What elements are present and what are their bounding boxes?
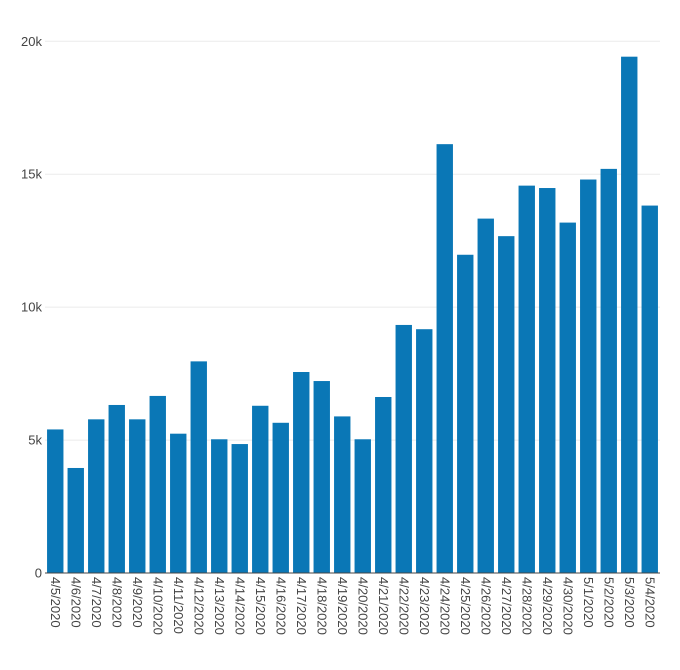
bar[interactable] xyxy=(252,405,269,573)
bar[interactable] xyxy=(170,433,187,573)
bar[interactable] xyxy=(559,222,576,573)
x-tick-label: 4/14/2020 xyxy=(232,577,247,635)
x-tick-label: 4/25/2020 xyxy=(458,577,473,635)
bar[interactable] xyxy=(47,429,64,573)
x-tick-label: 4/13/2020 xyxy=(212,577,227,635)
x-tick-label: 4/5/2020 xyxy=(48,577,63,628)
x-tick-label: 4/10/2020 xyxy=(150,577,165,635)
y-tick-label: 20k xyxy=(21,34,42,49)
x-tick-label: 5/4/2020 xyxy=(642,577,657,628)
x-tick-label: 4/30/2020 xyxy=(560,577,575,635)
bar[interactable] xyxy=(641,205,658,573)
bar[interactable] xyxy=(88,419,105,573)
bar[interactable] xyxy=(395,324,412,573)
x-tick-label: 4/7/2020 xyxy=(89,577,104,628)
bar[interactable] xyxy=(621,56,638,573)
x-tick-label: 5/1/2020 xyxy=(581,577,596,628)
bar[interactable] xyxy=(498,236,515,573)
gridlines xyxy=(45,40,660,441)
x-tick-label: 4/16/2020 xyxy=(273,577,288,635)
x-tick-label: 5/2/2020 xyxy=(601,577,616,628)
bar[interactable] xyxy=(477,218,494,573)
x-tick-label: 4/29/2020 xyxy=(540,577,555,635)
bar[interactable] xyxy=(580,179,597,573)
x-tick-label: 4/20/2020 xyxy=(355,577,370,635)
x-tick-label: 4/12/2020 xyxy=(191,577,206,635)
x-tick-label: 4/22/2020 xyxy=(396,577,411,635)
x-tick-label: 4/6/2020 xyxy=(68,577,83,628)
y-tick-label: 5k xyxy=(28,433,42,448)
x-tick-label: 4/9/2020 xyxy=(130,577,145,628)
bar[interactable] xyxy=(211,439,228,573)
bar[interactable] xyxy=(457,254,474,573)
x-tick-label: 4/26/2020 xyxy=(478,577,493,635)
x-tick-label: 4/27/2020 xyxy=(499,577,514,635)
bar[interactable] xyxy=(190,361,207,573)
bar[interactable] xyxy=(293,372,310,573)
bar[interactable] xyxy=(67,467,84,573)
bar[interactable] xyxy=(416,329,433,573)
bar[interactable] xyxy=(436,144,453,574)
axes: 0 5k 10k 15k 20k 4/5/2020 4/6/2020 4/7/2020 4/8/… xyxy=(21,34,660,635)
bar[interactable] xyxy=(149,395,166,573)
x-tick-label: 4/15/2020 xyxy=(253,577,268,635)
bar[interactable] xyxy=(334,416,351,573)
bar[interactable] xyxy=(539,188,556,573)
bars xyxy=(47,56,658,574)
x-tick-label: 4/23/2020 xyxy=(417,577,432,635)
bar[interactable] xyxy=(272,422,289,573)
x-tick-label: 4/18/2020 xyxy=(314,577,329,635)
x-tick-label: 4/17/2020 xyxy=(294,577,309,635)
x-tick-label: 4/11/2020 xyxy=(171,577,186,634)
bar[interactable] xyxy=(231,444,248,573)
y-tick-label: 0 xyxy=(35,566,42,581)
x-tick-label: 4/8/2020 xyxy=(109,577,124,628)
bar[interactable] xyxy=(600,168,617,573)
x-tick-label: 4/28/2020 xyxy=(519,577,534,635)
y-tick-label: 10k xyxy=(21,300,42,315)
x-tick-label: 4/21/2020 xyxy=(376,577,391,635)
bar[interactable] xyxy=(313,381,330,573)
y-tick-label: 15k xyxy=(21,167,42,182)
x-tick-label: 4/24/2020 xyxy=(437,577,452,635)
bar[interactable] xyxy=(129,419,146,573)
x-tick-label: 5/3/2020 xyxy=(622,577,637,628)
bar[interactable] xyxy=(108,404,125,573)
bar[interactable] xyxy=(518,185,535,573)
bar[interactable] xyxy=(375,396,392,573)
bar[interactable] xyxy=(354,439,371,573)
x-tick-label: 4/19/2020 xyxy=(335,577,350,635)
